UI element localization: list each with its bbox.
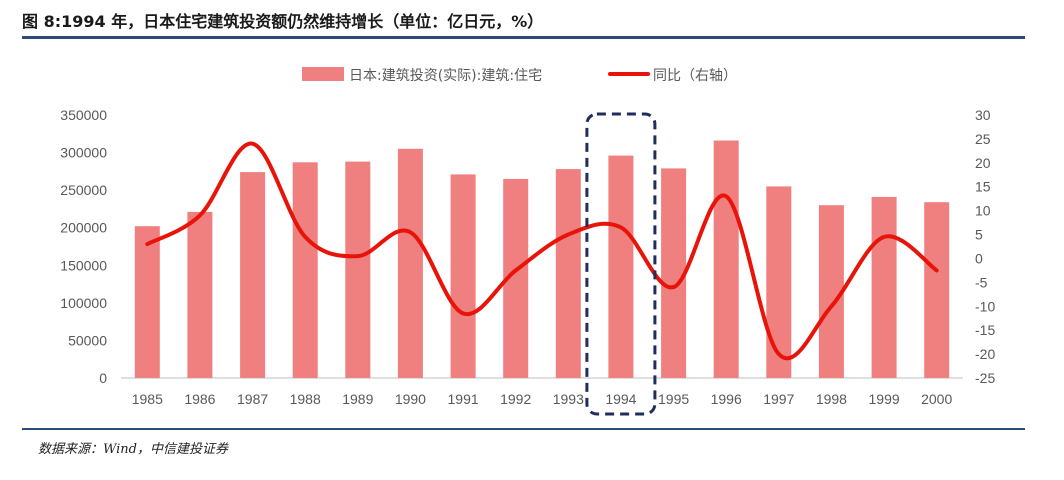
- bar-1994: [608, 155, 634, 378]
- right-tick-label: 25: [975, 131, 991, 147]
- bar-1985: [134, 226, 160, 378]
- x-axis-ticks: 1985 1986 1987 1988 1989 1990 1991 1992 1993 1994…: [132, 391, 953, 407]
- x-tick-label-1999: 1999: [869, 391, 900, 407]
- x-tick-label-1992: 1992: [500, 391, 531, 407]
- bar-1999: [871, 196, 897, 378]
- right-tick-label: 10: [975, 203, 991, 219]
- right-tick-label: 20: [975, 155, 991, 171]
- x-tick-label-1989: 1989: [342, 391, 373, 407]
- bar-series: [134, 140, 950, 378]
- yoy-line: [145, 141, 939, 361]
- right-tick-label: 30: [975, 107, 991, 123]
- x-tick-label-2000: 2000: [921, 391, 952, 407]
- legend-bar-label: 日本:建筑投资(实际):建筑:住宅: [349, 68, 542, 84]
- source-rule: [22, 428, 1025, 430]
- bar-1997: [766, 186, 792, 378]
- line-series: [145, 141, 939, 361]
- source-note: 数据来源：Wind，中信建投证券: [38, 442, 228, 457]
- x-tick-label-1990: 1990: [395, 391, 426, 407]
- right-axis-ticks: -25 -20 -15 -10 -5 0 5 10 15 20 25 30: [975, 107, 995, 386]
- bar-1990: [397, 148, 423, 378]
- x-tick-label-1996: 1996: [711, 391, 742, 407]
- legend-bar-swatch: [302, 67, 344, 81]
- right-tick-label: -20: [975, 346, 995, 362]
- right-tick-label: 5: [975, 227, 983, 243]
- x-tick-label-1994: 1994: [605, 391, 636, 407]
- highlight-box-1994: [585, 112, 657, 416]
- left-tick-label: 250000: [60, 182, 107, 198]
- right-tick-label: 15: [975, 179, 991, 195]
- left-tick-label: 350000: [60, 107, 107, 123]
- right-tick-label: -25: [975, 370, 995, 386]
- legend-line-label: 同比（右轴）: [653, 68, 737, 84]
- title-rule: [22, 36, 1025, 39]
- right-tick-label: 0: [975, 251, 983, 267]
- bar-1991: [450, 174, 476, 378]
- x-tick-label-1985: 1985: [132, 391, 163, 407]
- bar-1986: [187, 211, 213, 378]
- bar-1995: [661, 168, 687, 378]
- x-tick-label-1995: 1995: [658, 391, 689, 407]
- right-tick-label: -5: [975, 274, 988, 290]
- x-tick-label-1986: 1986: [184, 391, 215, 407]
- bar-2000: [924, 202, 950, 378]
- x-tick-label-1997: 1997: [763, 391, 794, 407]
- bar-1988: [292, 162, 318, 378]
- right-tick-label: -10: [975, 298, 995, 314]
- left-axis-ticks: 0 50000 100000 150000 200000 250000 300000 3500…: [60, 107, 107, 386]
- x-tick-label-1993: 1993: [553, 391, 584, 407]
- bar-1996: [713, 140, 739, 378]
- x-tick-label-1987: 1987: [237, 391, 268, 407]
- left-tick-label: 300000: [60, 145, 107, 161]
- left-tick-label: 200000: [60, 220, 107, 236]
- bar-1993: [555, 169, 581, 378]
- left-tick-label: 150000: [60, 257, 107, 273]
- bar-1989: [345, 161, 371, 378]
- bar-1998: [818, 205, 844, 378]
- bar-1987: [240, 172, 266, 378]
- left-tick-label: 100000: [60, 295, 107, 311]
- chart-title: 图 8:1994 年，日本住宅建筑投资额仍然维持增长（单位：亿日元，%）: [22, 12, 544, 31]
- x-tick-label-1988: 1988: [290, 391, 321, 407]
- left-tick-label: 50000: [68, 332, 107, 348]
- legend: 日本:建筑投资(实际):建筑:住宅 同比（右轴）: [302, 67, 737, 84]
- left-tick-label: 0: [99, 370, 107, 386]
- x-tick-label-1991: 1991: [448, 391, 479, 407]
- right-tick-label: -15: [975, 322, 995, 338]
- x-tick-label-1998: 1998: [816, 391, 847, 407]
